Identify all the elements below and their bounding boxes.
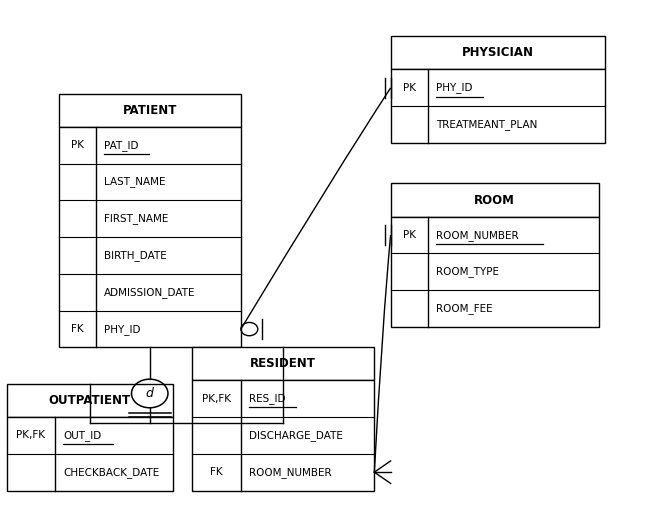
Text: ROOM_NUMBER: ROOM_NUMBER: [436, 229, 519, 241]
Text: PHY_ID: PHY_ID: [104, 323, 141, 335]
Text: ROOM_TYPE: ROOM_TYPE: [436, 266, 499, 277]
Bar: [391, 69, 605, 143]
Bar: [59, 127, 241, 347]
Bar: [391, 217, 599, 327]
Text: ADMISSION_DATE: ADMISSION_DATE: [104, 287, 196, 298]
Text: PHY_ID: PHY_ID: [436, 82, 473, 94]
Text: LAST_NAME: LAST_NAME: [104, 176, 165, 188]
Bar: [391, 183, 599, 217]
Text: PK,FK: PK,FK: [202, 393, 231, 404]
Text: PAT_ID: PAT_ID: [104, 140, 139, 151]
Text: PHYSICIAN: PHYSICIAN: [462, 47, 534, 59]
Text: PK: PK: [403, 83, 416, 93]
Bar: [7, 384, 173, 417]
Text: RESIDENT: RESIDENT: [250, 357, 316, 370]
Bar: [59, 94, 241, 127]
Bar: [192, 347, 374, 380]
Bar: [391, 36, 605, 69]
Text: PK: PK: [71, 140, 84, 150]
Bar: [192, 380, 374, 491]
Text: CHECKBACK_DATE: CHECKBACK_DATE: [63, 467, 159, 478]
Text: OUTPATIENT: OUTPATIENT: [48, 394, 131, 407]
Text: PK,FK: PK,FK: [16, 430, 46, 440]
Text: PATIENT: PATIENT: [122, 104, 177, 117]
Bar: [7, 417, 173, 491]
Text: BIRTH_DATE: BIRTH_DATE: [104, 250, 167, 261]
Text: FIRST_NAME: FIRST_NAME: [104, 213, 169, 224]
Text: TREATMEANT_PLAN: TREATMEANT_PLAN: [436, 119, 538, 130]
Text: ROOM_NUMBER: ROOM_NUMBER: [249, 467, 331, 478]
Text: ROOM: ROOM: [475, 194, 515, 206]
Text: OUT_ID: OUT_ID: [63, 430, 102, 441]
Text: FK: FK: [210, 467, 223, 477]
Text: ROOM_FEE: ROOM_FEE: [436, 303, 493, 314]
Text: PK: PK: [403, 230, 416, 240]
Text: d: d: [146, 387, 154, 400]
Text: RES_ID: RES_ID: [249, 393, 285, 404]
Text: DISCHARGE_DATE: DISCHARGE_DATE: [249, 430, 342, 441]
Text: FK: FK: [71, 324, 84, 334]
